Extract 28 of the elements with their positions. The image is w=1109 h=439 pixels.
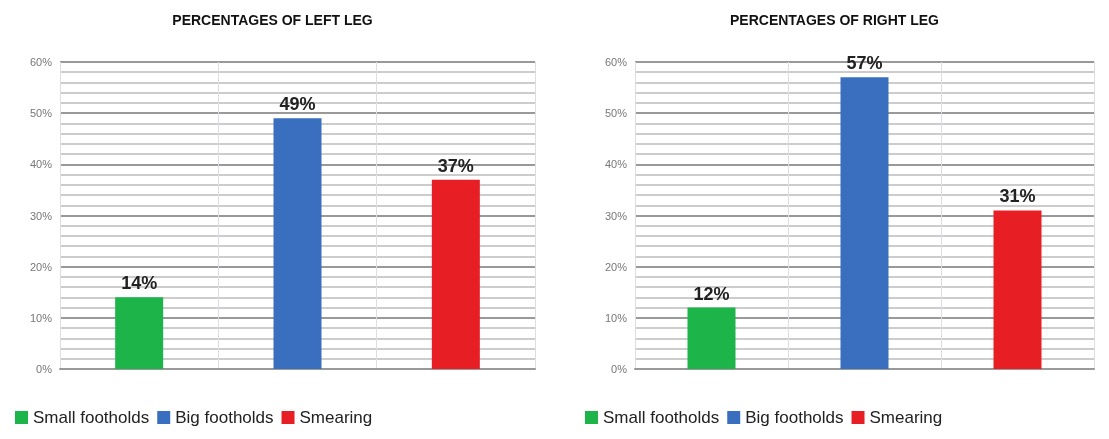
y-tick-label: 30% [29,209,53,222]
y-tick-label: 30% [604,209,628,222]
legend-label: Big footholds [175,408,274,427]
y-tick-label: 20% [29,260,53,273]
data-label: 12% [693,283,730,304]
y-tick-label: 10% [29,311,53,324]
data-label: 31% [999,186,1036,207]
data-label: 37% [437,155,474,176]
y-tick-label: 40% [29,158,53,171]
legend-label: Big footholds [745,408,844,427]
y-tick-label: 50% [29,107,53,120]
legend-label: Small footholds [33,408,150,427]
y-tick-label: 0% [611,363,628,375]
y-tick-label: 20% [604,260,628,273]
data-label: 14% [121,273,158,294]
legend-label: Small footholds [603,408,720,427]
y-tick-label: 0% [36,363,53,375]
legend-label: Smearing [299,408,373,427]
y-tick-label: 50% [604,107,628,120]
data-label: 49% [279,94,316,115]
chart-title: PERCENTAGES OF LEFT LEG [172,12,373,28]
y-tick-label: 60% [604,56,628,68]
y-tick-label: 60% [29,56,53,68]
chart-title: PERCENTAGES OF RIGHT LEG [730,12,940,28]
y-tick-label: 10% [604,311,628,324]
y-tick-label: 40% [604,158,628,171]
data-label: 57% [846,53,883,74]
legend-label: Smearing [869,408,943,427]
